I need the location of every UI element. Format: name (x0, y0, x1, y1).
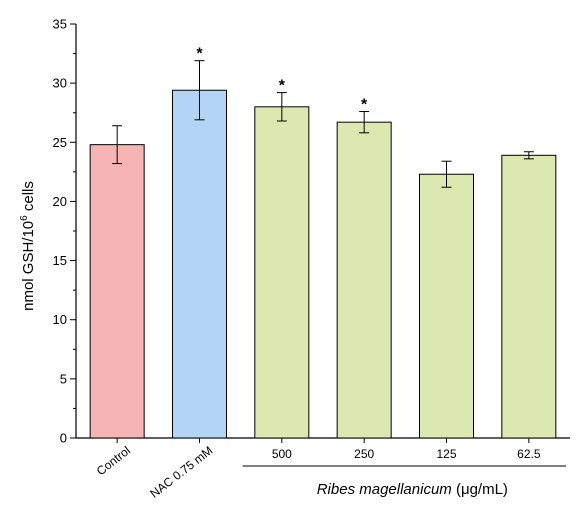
bar (501, 154, 557, 439)
bars (89, 60, 557, 439)
y-tick-label: 30 (53, 76, 67, 91)
bar (172, 89, 227, 439)
bar (254, 106, 310, 439)
x-axis (76, 437, 570, 443)
significance-star: * (361, 97, 368, 114)
y-tick-label: 35 (53, 17, 67, 32)
x-tick-label: 62.5 (517, 447, 541, 461)
x-tick-label: 500 (272, 447, 292, 461)
bar (419, 173, 474, 439)
x-tick-label: 250 (354, 447, 374, 461)
y-axis-title: nmol GSH/106 cells (19, 181, 37, 311)
y-tick-label: 0 (60, 431, 67, 446)
y-tick-label: 5 (60, 371, 67, 386)
significance-star: * (279, 78, 286, 95)
significance-star: * (196, 46, 203, 63)
y-tick-label: 15 (53, 253, 67, 268)
x-tick-label: NAC 0.75 mM (147, 443, 215, 500)
group-label: Ribes magellanicum (μg/mL) (317, 481, 508, 498)
x-tick-label: Control (94, 443, 133, 478)
x-tick-label: 125 (436, 447, 456, 461)
y-tick-label: 25 (53, 135, 67, 150)
y-tick-label: 10 (53, 312, 67, 327)
y-tick-label: 20 (53, 194, 67, 209)
y-axis: 0 5 10 15 20 25 30 35 (53, 17, 77, 446)
bar (89, 144, 145, 439)
bar (336, 121, 392, 439)
